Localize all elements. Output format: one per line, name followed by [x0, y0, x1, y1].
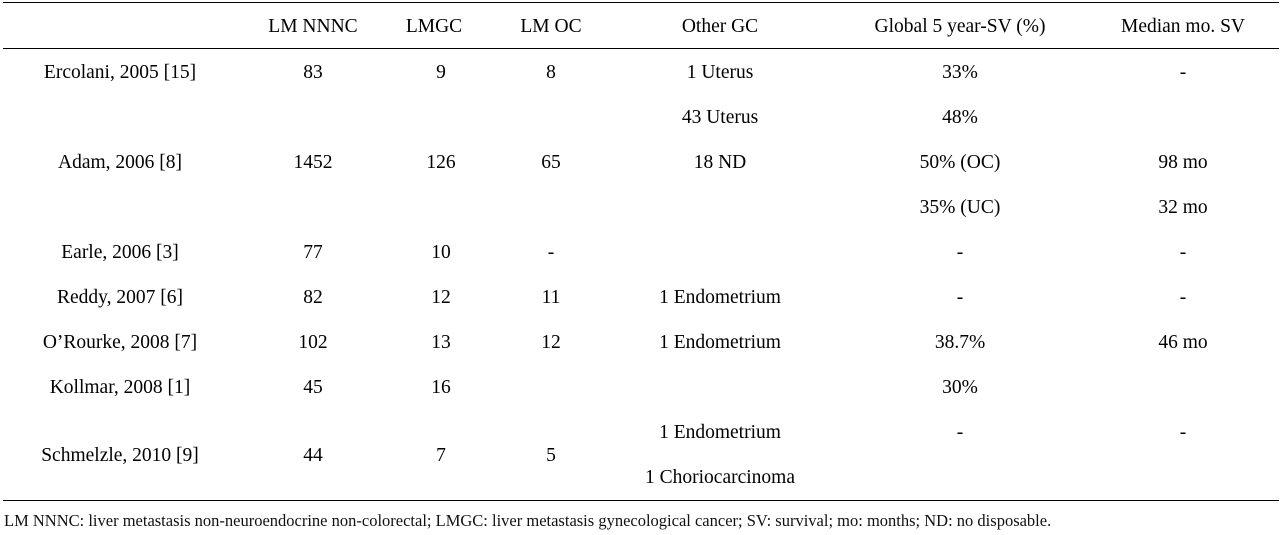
- other-gc-cell: 1 Endometrium: [659, 332, 781, 353]
- table-footnote: LM NNNC: liver metastasis non-neuroendoc…: [4, 511, 1052, 530]
- lm-nnnc-cell: 83: [303, 62, 323, 83]
- other-gc-cell: 18 ND: [693, 152, 747, 173]
- lmgc-cell: 7: [436, 445, 446, 466]
- study-cell: Kollmar, 2008 [1]: [49, 377, 191, 398]
- header-lm-oc: LM OC: [520, 16, 582, 37]
- median-sv-cell: 98 mo: [1158, 152, 1208, 173]
- global-sv-cell: 38.7%: [934, 332, 986, 353]
- lm-oc-cell: -: [547, 242, 555, 263]
- lmgc-cell: 10: [431, 242, 451, 263]
- header-median-sv: Median mo. SV: [1120, 16, 1246, 37]
- other-gc-cell: 1 Choriocarcinoma: [645, 467, 795, 488]
- table-header-rule: [3, 48, 1279, 49]
- lmgc-cell: 12: [431, 287, 451, 308]
- lm-nnnc-cell: 102: [298, 332, 328, 353]
- global-sv-cell: -: [956, 242, 964, 263]
- median-sv-cell: -: [1179, 287, 1187, 308]
- column-separator: [835, 496, 836, 500]
- study-cell: Schmelzle, 2010 [9]: [41, 445, 199, 466]
- study-cell: Earle, 2006 [3]: [61, 242, 179, 263]
- other-gc-cell: 1 Endometrium: [659, 422, 781, 443]
- lm-nnnc-cell: 82: [303, 287, 323, 308]
- header-lmgc: LMGC: [405, 16, 463, 37]
- table-top-rule: [3, 2, 1279, 3]
- lm-nnnc-cell: 77: [303, 242, 323, 263]
- other-gc-cell: 1 Uterus: [686, 62, 754, 83]
- global-sv-cell: 33%: [942, 62, 978, 83]
- lmgc-cell: 126: [426, 152, 456, 173]
- column-separator: [1088, 496, 1089, 500]
- median-sv-cell: -: [1179, 62, 1187, 83]
- lm-oc-cell: 12: [541, 332, 561, 353]
- other-gc-cell: 1 Endometrium: [659, 287, 781, 308]
- column-separator: [605, 496, 606, 500]
- other-gc-cell: 43 Uterus: [681, 107, 759, 128]
- study-cell: Reddy, 2007 [6]: [56, 287, 184, 308]
- median-sv-cell: 46 mo: [1158, 332, 1208, 353]
- lm-oc-cell: 5: [546, 445, 556, 466]
- lm-oc-cell: 65: [541, 152, 561, 173]
- column-separator: [388, 496, 389, 500]
- median-sv-cell: -: [1179, 242, 1187, 263]
- header-global-5yr-sv: Global 5 year-SV (%): [874, 16, 1046, 37]
- global-sv-cell: 35% (UC): [919, 197, 1001, 218]
- global-sv-cell: 30%: [942, 377, 978, 398]
- header-other-gc: Other GC: [681, 16, 759, 37]
- lm-oc-cell: 11: [541, 287, 561, 308]
- global-sv-cell: 50% (OC): [919, 152, 1001, 173]
- lm-nnnc-cell: 44: [303, 445, 323, 466]
- median-sv-cell: 32 mo: [1158, 197, 1208, 218]
- header-lm-nnnc: LM NNNC: [268, 16, 358, 37]
- global-sv-cell: 48%: [942, 107, 978, 128]
- lm-nnnc-cell: 1452: [293, 152, 333, 173]
- lmgc-cell: 9: [436, 62, 446, 83]
- global-sv-cell: -: [956, 287, 964, 308]
- column-separator: [238, 496, 239, 500]
- lm-oc-cell: 8: [546, 62, 556, 83]
- median-sv-cell: -: [1179, 422, 1187, 443]
- column-separator: [500, 496, 501, 500]
- lm-nnnc-cell: 45: [303, 377, 323, 398]
- study-cell: Ercolani, 2005 [15]: [43, 62, 197, 83]
- lmgc-cell: 16: [431, 377, 451, 398]
- table-bottom-rule: [3, 500, 1279, 501]
- study-cell: O’Rourke, 2008 [7]: [42, 332, 198, 353]
- study-cell: Adam, 2006 [8]: [57, 152, 183, 173]
- lmgc-cell: 13: [431, 332, 451, 353]
- global-sv-cell: -: [956, 422, 964, 443]
